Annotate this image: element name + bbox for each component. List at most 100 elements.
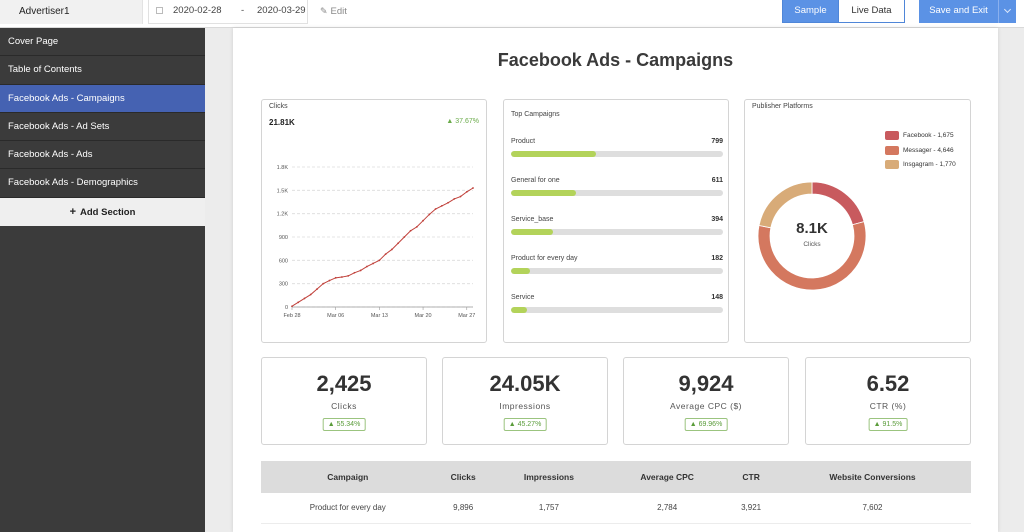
kpi-delta-badge: ▲ 45.27% — [503, 418, 547, 431]
top-campaigns-title: Top Campaigns — [511, 111, 560, 118]
cell-ctr: 3,921 — [728, 493, 774, 524]
legend-label: Insgagram - 1,770 — [903, 161, 956, 168]
kpi-label: Average CPC ($) — [669, 401, 743, 411]
publisher-platforms-title: Publisher Platforms — [752, 103, 813, 110]
report-page: Facebook Ads - Campaigns 0 300 600 900 1.2K 1… — [233, 28, 998, 532]
clicks-data-point — [453, 197, 456, 200]
kpi-card-clicks[interactable]: 2,425 Clicks ▲ 55.34% — [261, 357, 427, 445]
live-data-toggle[interactable]: Live Data — [839, 0, 905, 23]
save-and-exit-button[interactable]: Save and Exit — [919, 0, 998, 23]
clicks-data-point — [365, 265, 368, 268]
campaign-bar-track — [511, 151, 723, 157]
campaign-bar-fill — [511, 151, 596, 157]
sidebar-item-facebook-ads-demographics[interactable]: Facebook Ads - Demographics — [0, 169, 205, 198]
clicks-data-point — [328, 279, 331, 282]
campaign-bar-track — [511, 307, 723, 313]
campaign-value: 182 — [711, 255, 723, 262]
col-header-campaign[interactable]: Campaign — [261, 461, 435, 493]
kpi-card-ctr[interactable]: 6.52 CTR (%) ▲ 91.5% — [805, 357, 971, 445]
campaign-bar-item[interactable]: Service_base 394 — [511, 216, 723, 246]
page-title: Facebook Ads - Campaigns — [497, 50, 734, 70]
kpi-card-average-cpc[interactable]: 9,924 Average CPC ($) ▲ 69.96% — [623, 357, 789, 445]
sidebar-item-facebook-ads-ad-sets[interactable]: Facebook Ads - Ad Sets — [0, 113, 205, 142]
campaign-table: Campaign Clicks Impressions Average CPC … — [261, 461, 971, 524]
col-header-ctr[interactable]: CTR — [728, 461, 774, 493]
edit-button[interactable]: ✎ Edit — [320, 0, 347, 24]
y-tick-label: 0 — [285, 305, 288, 311]
kpi-card-impressions[interactable]: 24.05K Impressions ▲ 45.27% — [442, 357, 608, 445]
kpi-delta: 55.34% — [336, 421, 361, 428]
campaign-bar-item[interactable]: Product for every day 182 — [511, 255, 723, 285]
kpi-delta: 45.27% — [517, 421, 542, 428]
clicks-data-point — [378, 259, 381, 262]
campaign-bar-item[interactable]: Product 799 — [511, 138, 723, 168]
clicks-data-point — [316, 288, 318, 291]
clicks-data-point — [415, 225, 418, 228]
clicks-series-line — [291, 187, 474, 307]
clicks-delta: ▲ 37.67% — [446, 118, 479, 125]
kpi-value: 6.52 — [866, 371, 910, 396]
campaign-name: General for one — [511, 177, 560, 184]
col-header-impressions[interactable]: Impressions — [491, 461, 607, 493]
campaign-bar-track — [511, 229, 723, 235]
sidebar-item-facebook-ads-ads[interactable]: Facebook Ads - Ads — [0, 141, 205, 170]
clicks-delta-value: 37.67% — [455, 118, 479, 125]
legend-swatch — [885, 131, 899, 140]
clicks-data-point — [334, 276, 337, 279]
x-tick-label: Mar 06 — [327, 313, 344, 319]
clicks-line-chart: 0 300 600 900 1.2K 1.5K 1.8K Feb 28 Mar 06 Mar 13… — [277, 165, 476, 319]
add-section-button[interactable]: + Add Section — [0, 197, 205, 226]
chevron-down-icon — [1003, 5, 1012, 14]
kpi-delta: 91.5% — [882, 421, 903, 428]
legend-swatch — [885, 160, 899, 169]
clicks-data-point — [353, 271, 356, 274]
top-bar: Advertiser1 2020-02-28 - 2020-03-29 ✎ Edi… — [0, 0, 1024, 28]
x-tick-label: Mar 27 — [458, 313, 475, 319]
top-campaigns-card[interactable]: Top Campaigns Product 799 General for one 6… — [503, 99, 729, 343]
x-tick-label: Mar 13 — [371, 313, 388, 319]
x-tick-label: Feb 28 — [283, 313, 300, 319]
sample-toggle[interactable]: Sample — [782, 0, 839, 23]
plus-icon: + — [69, 205, 76, 218]
clicks-data-point — [447, 201, 449, 204]
clicks-data-point — [390, 248, 393, 251]
kpi-delta-badge: ▲ 55.34% — [322, 418, 366, 431]
kpi-delta: 69.96% — [698, 421, 723, 428]
campaign-bar-track — [511, 268, 723, 274]
campaign-value: 148 — [711, 294, 723, 301]
sidebar-item-facebook-ads-campaigns[interactable]: Facebook Ads - Campaigns — [0, 84, 205, 113]
clicks-card-title: Clicks — [269, 103, 288, 110]
col-header-clicks[interactable]: Clicks — [434, 461, 492, 493]
kpi-value: 24.05K — [489, 371, 561, 396]
campaign-name: Product for every day — [511, 255, 578, 262]
donut-legend: Facebook - 1,675 Messager - 4,646 Insgag… — [885, 131, 956, 175]
y-tick-label: 900 — [279, 235, 288, 241]
kpi-value: 9,924 — [678, 371, 734, 396]
cell-website-conversions: 7,602 — [773, 493, 971, 524]
clicks-data-point — [341, 276, 343, 278]
clicks-chart-card[interactable]: 0 300 600 900 1.2K 1.5K 1.8K Feb 28 Mar 06 Mar 13… — [261, 99, 487, 343]
donut-center-label: Clicks — [803, 241, 821, 248]
date-range-picker[interactable]: 2020-02-28 - 2020-03-29 — [148, 0, 308, 24]
donut-slice[interactable] — [758, 181, 813, 229]
sidebar-item-table-of-contents[interactable]: Table of Contents — [0, 56, 205, 85]
kpi-label: Clicks — [331, 401, 357, 411]
save-options-dropdown[interactable] — [998, 0, 1016, 23]
y-tick-label: 600 — [279, 258, 288, 264]
account-selector[interactable]: Advertiser1 — [0, 0, 143, 24]
y-tick-label: 300 — [279, 282, 288, 288]
campaign-value: 394 — [711, 216, 723, 223]
donut-slice[interactable] — [811, 181, 865, 226]
publisher-platforms-card[interactable]: Publisher Platforms 8.1K Clicks Facebook… — [744, 99, 971, 343]
col-header-website-conversions[interactable]: Website Conversions — [773, 461, 971, 493]
legend-item-messager: Messager - 4,646 — [885, 145, 956, 161]
campaign-bar-item[interactable]: Service 148 — [511, 294, 723, 324]
sidebar-item-cover-page[interactable]: Cover Page — [0, 28, 205, 57]
campaign-value: 799 — [711, 138, 723, 145]
clicks-data-point — [440, 204, 443, 207]
cell-impressions: 1,757 — [491, 493, 607, 524]
col-header-average-cpc[interactable]: Average CPC — [606, 461, 729, 493]
add-section-label: Add Section — [80, 206, 136, 218]
kpi-value: 2,425 — [316, 371, 372, 396]
campaign-bar-item[interactable]: General for one 611 — [511, 177, 723, 207]
